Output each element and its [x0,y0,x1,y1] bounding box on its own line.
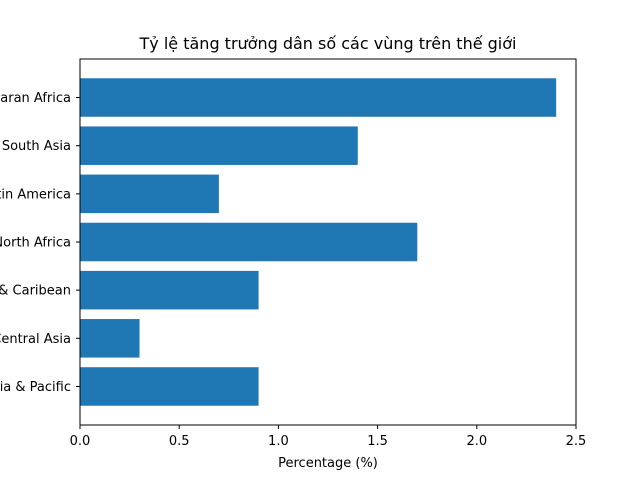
plot-frame [79,58,577,426]
y-tick-label: Europe & Central Asia [0,332,71,347]
y-tick-label: Developing Latin America [0,187,71,202]
y-tick-label: East Asia & Pacific [0,380,71,395]
bar [80,270,259,310]
y-tick-label: South Asia [2,139,71,154]
bar [80,319,140,358]
x-tick-label: 2.0 [466,434,487,449]
x-tick-label: 2.5 [566,434,587,449]
bar [80,174,219,214]
x-axis-ticks: 0.0 0.5 1.0 1.5 2.0 2.5 [70,425,587,449]
bar [80,367,259,406]
x-tick-label: 1.5 [367,434,388,449]
x-tick-label: 1.0 [268,434,289,449]
y-axis-ticks: Sub-Saharan Africa South Asia Developing L… [0,91,80,395]
bar [80,126,358,165]
x-tick-label: 0.5 [169,434,190,449]
x-axis-label: Percentage (%) [278,456,378,471]
bar [80,222,418,262]
y-tick-label: Sub-Saharan Africa [0,91,71,106]
x-tick-label: 0.0 [70,434,91,449]
y-tick-label: Middle East & North Africa [0,236,71,251]
bars-group [80,78,557,406]
y-tick-label: Latin America & Caribean [0,284,71,299]
bar [80,78,557,117]
chart-title: Tỷ lệ tăng trưởng dân số các vùng trên t… [139,34,517,53]
